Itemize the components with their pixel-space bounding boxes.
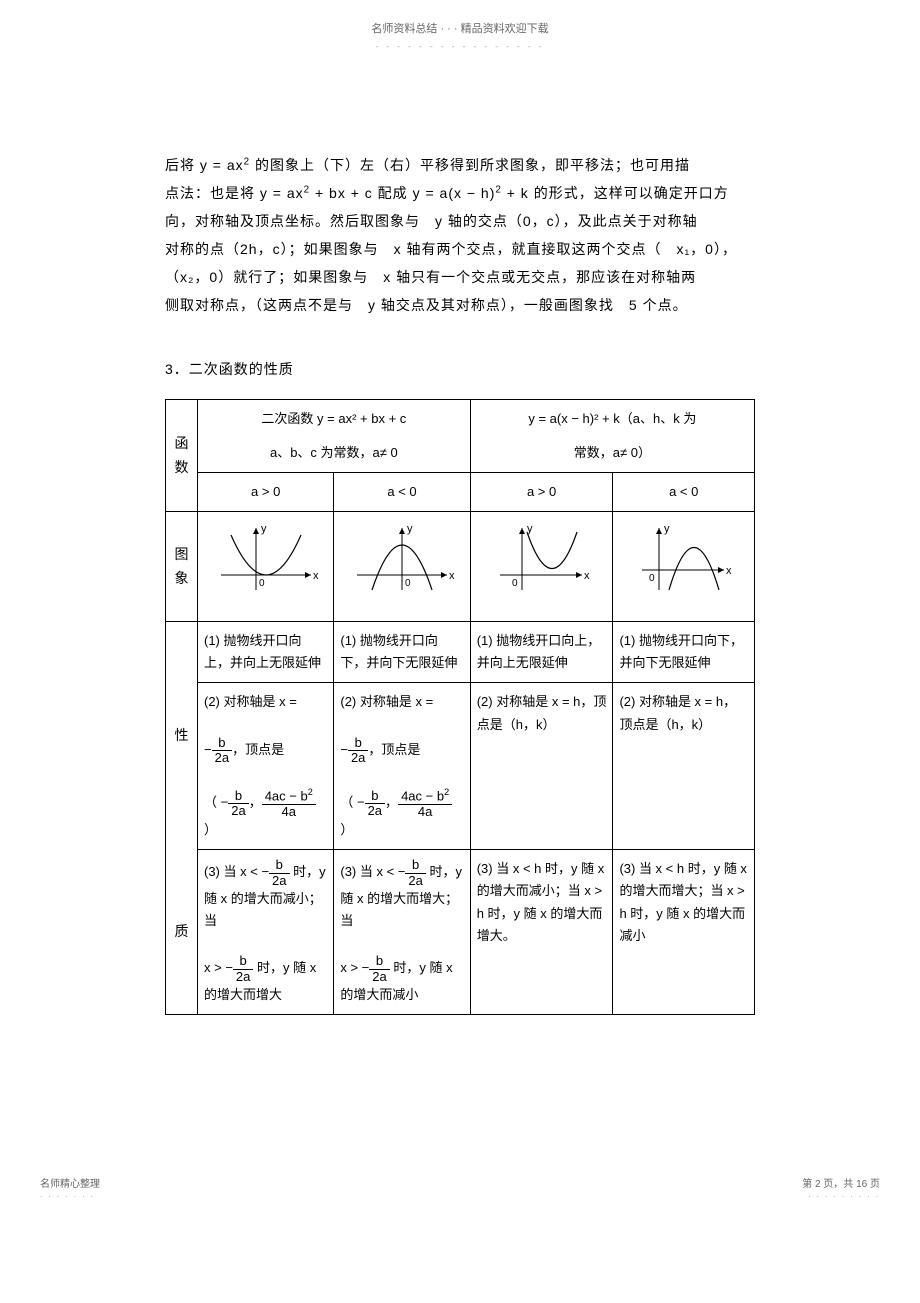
sub-a-pos-2: a > 0 xyxy=(470,473,613,512)
text: 后将 xyxy=(165,157,200,173)
sub-a-neg-1: a < 0 xyxy=(334,473,470,512)
table-row-prop1: 性 (1) 抛物线开口向上，并向上无限延伸 (1) 抛物线开口向下，并向下无限延… xyxy=(166,622,755,683)
text: 的形式，这样可以确定开口方 xyxy=(529,185,729,201)
text: 配成 xyxy=(373,185,413,201)
prop1-gen-neg: (1) 抛物线开口向下，并向下无限延伸 xyxy=(334,622,470,683)
prop2-gen-neg: (2) 对称轴是 x = −b2a，顶点是 （ −b2a，4ac − b24a … xyxy=(334,683,470,850)
properties-table: 函数 二次函数 y = ax² + bx + c a、b、c 为常数，a≠ 0 … xyxy=(165,399,755,1015)
svg-text:y: y xyxy=(664,523,670,535)
prop3-gen-neg: (3) 当 x < −b2a 时，y 随 x 的增大而增大；当 x > −b2a… xyxy=(334,850,470,1015)
sub-a-pos-1: a > 0 xyxy=(198,473,334,512)
page-header-title: 名师资料总结 · · · 精品资料欢迎下载 xyxy=(0,20,920,36)
svg-text:x: x xyxy=(449,570,455,582)
intro-line2: 点法：也是将 y = ax2 + bx + c 配成 y = a(x − h)2… xyxy=(165,179,755,207)
svg-text:x: x xyxy=(313,570,319,582)
equation: y = ax2 + bx + c xyxy=(260,185,373,201)
intro-line1: 后将 y = ax2 的图象上（下）左（右）平移得到所求图象，即平移法；也可用描 xyxy=(165,151,755,179)
intro-line5: （x₂，0）就行了；如果图象与 x 轴只有一个交点或无交点，那应该在对称轴两 xyxy=(165,263,755,291)
prop2-gen-pos: (2) 对称轴是 x = −b2a，顶点是 （ −b2a，4ac − b24a … xyxy=(198,683,334,850)
prop2-vert-neg: (2) 对称轴是 x = h，顶点是（h，k） xyxy=(613,683,755,850)
prop2-vert-pos: (2) 对称轴是 x = h，顶点是（h，k） xyxy=(470,683,613,850)
col-func-header: 函数 xyxy=(166,400,198,512)
col-prop-header-top: 性 xyxy=(166,622,198,850)
prop1-gen-pos: (1) 抛物线开口向上，并向上无限延伸 xyxy=(198,622,334,683)
prop3-vert-pos: (3) 当 x < h 时，y 随 x 的增大而减小；当 x > h 时，y 随… xyxy=(470,850,613,1015)
graph-down-general: x y 0 xyxy=(334,512,470,622)
svg-text:0: 0 xyxy=(405,578,411,589)
intro-line6: 侧取对称点，（这两点不是与 y 轴交点及其对称点），一般画图象找 5 个点。 xyxy=(165,291,755,319)
text: 的图象上（下）左（右）平移得到所求图象，即平移法；也可用描 xyxy=(250,157,690,173)
graph-up-vertex: x y 0 xyxy=(470,512,613,622)
svg-text:0: 0 xyxy=(649,573,655,584)
table-row-prop2: (2) 对称轴是 x = −b2a，顶点是 （ −b2a，4ac − b24a … xyxy=(166,683,755,850)
svg-text:x: x xyxy=(726,565,732,577)
svg-text:y: y xyxy=(407,523,413,535)
page-footer: 名师精心整理 . . . . . . . 第 2 页，共 16 页 . . . … xyxy=(0,1175,920,1199)
table-row-prop3: 质 (3) 当 x < −b2a 时，y 随 x 的增大而减小；当 x > −b… xyxy=(166,850,755,1015)
table-row-graphs: 图象 x y 0 xyxy=(166,512,755,622)
col-graph-header: 图象 xyxy=(166,512,198,622)
equation: y = ax2 xyxy=(200,157,250,173)
svg-text:y: y xyxy=(261,523,267,535)
svg-text:y: y xyxy=(527,523,533,535)
prop1-vert-neg: (1) 抛物线开口向下，并向下无限延伸 xyxy=(613,622,755,683)
intro-line3: 向，对称轴及顶点坐标。然后取图象与 y 轴的交点（0，c），及此点关于对称轴 xyxy=(165,207,755,235)
prop1-vert-pos: (1) 抛物线开口向上，并向上无限延伸 xyxy=(470,622,613,683)
svg-text:0: 0 xyxy=(259,578,265,589)
table-row-header2: a > 0 a < 0 a > 0 a < 0 xyxy=(166,473,755,512)
sub-a-neg-2: a < 0 xyxy=(613,473,755,512)
table-row-header1: 函数 二次函数 y = ax² + bx + c a、b、c 为常数，a≠ 0 … xyxy=(166,400,755,473)
equation: y = a(x − h)² + k xyxy=(528,411,619,426)
footer-left: 名师精心整理 . . . . . . . xyxy=(40,1175,100,1199)
equation: y = ax² + bx + c xyxy=(317,411,406,426)
intro-line4: 对称的点（2h，c）；如果图象与 x 轴有两个交点，就直接取这两个交点（ x₁，… xyxy=(165,235,755,263)
vertex-form-header: y = a(x − h)² + k（a、h、k 为 常数，a≠ 0） xyxy=(470,400,754,473)
svg-text:0: 0 xyxy=(512,578,518,589)
main-content: 后将 y = ax2 的图象上（下）左（右）平移得到所求图象，即平移法；也可用描… xyxy=(0,151,920,1015)
prop3-gen-pos: (3) 当 x < −b2a 时，y 随 x 的增大而减小；当 x > −b2a… xyxy=(198,850,334,1015)
prop3-vert-neg: (3) 当 x < h 时，y 随 x 的增大而增大；当 x > h 时，y 随… xyxy=(613,850,755,1015)
general-form-header: 二次函数 y = ax² + bx + c a、b、c 为常数，a≠ 0 xyxy=(198,400,471,473)
section-title: 3．二次函数的性质 xyxy=(165,359,755,379)
footer-right: 第 2 页，共 16 页 . . . . . . . . . xyxy=(802,1175,880,1199)
graph-down-vertex: x y 0 xyxy=(613,512,755,622)
text: 点法：也是将 xyxy=(165,185,260,201)
col-prop-header-bot: 质 xyxy=(166,850,198,1015)
svg-text:x: x xyxy=(584,570,590,582)
page-header-dots: - - - - - - - - - - - - - - - - xyxy=(0,42,920,51)
equation: y = a(x − h)2 + k xyxy=(413,185,529,201)
graph-up-general: x y 0 xyxy=(198,512,334,622)
